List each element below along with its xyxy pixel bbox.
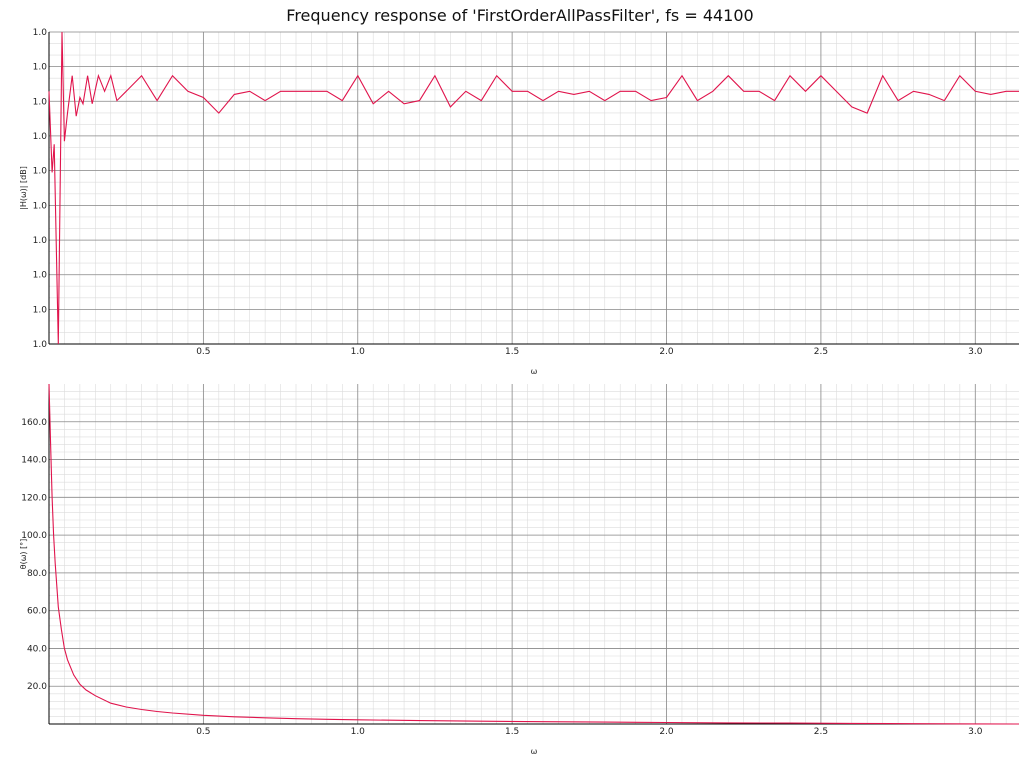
y-tick-label: 1.0 (33, 305, 48, 315)
y-tick-label: 1.0 (33, 97, 48, 107)
y-tick-label: 1.0 (33, 63, 48, 73)
x-tick-label: 1.5 (505, 727, 519, 737)
y-tick-label: 40.0 (27, 644, 47, 654)
x-tick-label: 3.0 (968, 347, 983, 357)
y-tick-label: 100.0 (21, 531, 47, 541)
x-axis-label: ω (531, 367, 538, 376)
x-tick-label: 1.0 (351, 727, 366, 737)
chart-title: Frequency response of 'FirstOrderAllPass… (286, 6, 754, 25)
x-tick-label: 2.5 (814, 727, 828, 737)
phase-series-line (48, 383, 1020, 725)
magnitude-series-line (48, 31, 1019, 345)
y-tick-label: 1.0 (33, 236, 48, 246)
magnitude-panel: 0.5 1.0 1.5 2.0 2.5 3.0 1.0 1.0 1.0 1.0 1.0 1.0 1.0 1… (19, 28, 1019, 376)
x-tick-label: 3.0 (968, 727, 983, 737)
phase-panel: 0.5 1.0 1.5 2.0 2.5 3.0 20.0 40.0 60.0 80.0 100.0 1… (19, 383, 1020, 756)
x-tick-label: 2.5 (814, 347, 828, 357)
x-tick-label: 0.5 (196, 727, 210, 737)
y-tick-label: 20.0 (27, 682, 47, 692)
y-tick-label: 1.0 (33, 340, 48, 350)
y-tick-label: 1.0 (33, 271, 48, 281)
y-tick-label: 1.0 (33, 167, 48, 177)
x-tick-label: 1.0 (351, 347, 366, 357)
x-tick-label: 2.0 (659, 347, 674, 357)
y-tick-label: 140.0 (21, 456, 47, 466)
y-axis-label: θ(ω) [°] (19, 539, 28, 570)
y-tick-label: 1.0 (33, 132, 48, 142)
x-tick-label: 1.5 (505, 347, 519, 357)
x-tick-label: 0.5 (196, 347, 210, 357)
x-axis-label: ω (531, 747, 538, 756)
y-tick-label: 1.0 (33, 201, 48, 211)
y-tick-label: 160.0 (21, 418, 47, 428)
y-axis-label: |H(ω)| [dB] (19, 166, 28, 210)
y-tick-label: 120.0 (21, 493, 47, 503)
y-tick-label: 80.0 (27, 569, 47, 579)
y-tick-label: 60.0 (27, 607, 47, 617)
y-tick-label: 1.0 (33, 28, 48, 38)
x-tick-label: 2.0 (659, 727, 674, 737)
